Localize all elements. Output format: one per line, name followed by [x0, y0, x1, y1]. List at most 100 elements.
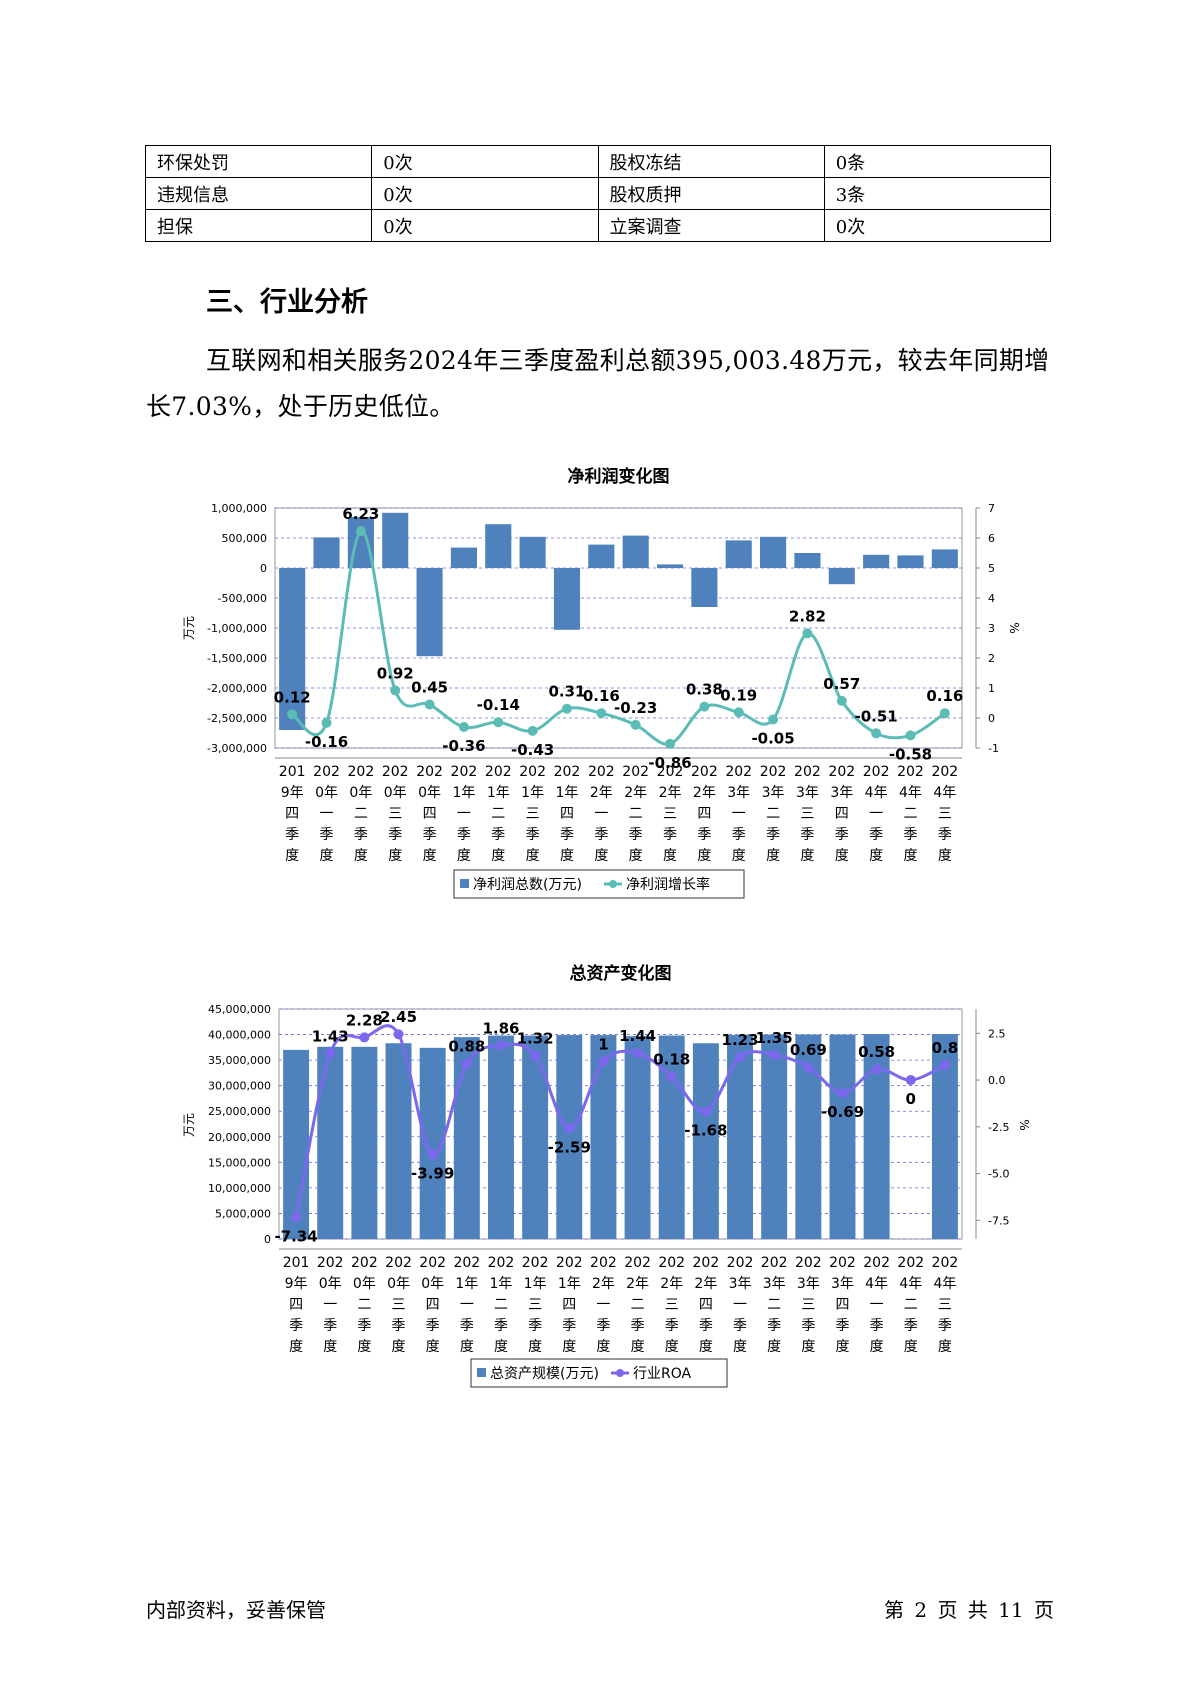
bar — [691, 568, 718, 607]
y-tick-label: 35,000,000 — [208, 1054, 271, 1067]
x-tick-label: 季 — [801, 1318, 815, 1334]
x-tick-label: 度 — [460, 1339, 474, 1355]
x-tick-label: 202 — [897, 764, 924, 780]
x-tick-label: 度 — [766, 848, 780, 864]
x-tick-label: 度 — [801, 1339, 815, 1355]
x-tick-label: 季 — [697, 827, 711, 843]
data-label: 1.35 — [756, 1029, 793, 1047]
data-label: 0.19 — [720, 686, 757, 704]
data-label: -0.23 — [614, 699, 657, 717]
x-tick-label: 一 — [457, 806, 471, 822]
x-tick-label: 度 — [733, 1339, 747, 1355]
x-tick-label: 四 — [562, 1297, 576, 1313]
line-point — [393, 1029, 404, 1040]
x-tick-label: 202 — [622, 764, 649, 780]
x-tick-label: 202 — [727, 1255, 754, 1271]
x-tick-label: 4年 — [899, 1276, 922, 1292]
x-tick-label: 三 — [800, 806, 814, 822]
x-tick-label: 0年 — [384, 785, 407, 801]
x-tick-label: 202 — [519, 764, 546, 780]
legend-bar-label: 净利润总数(万元) — [473, 877, 582, 893]
data-label: -0.69 — [821, 1103, 864, 1121]
x-tick-label: 4年 — [933, 785, 956, 801]
table-cell: 0次 — [371, 209, 599, 242]
bar — [553, 568, 581, 630]
x-tick-label: 度 — [560, 848, 574, 864]
table-row: 环保处罚 0次 股权冻结 0条 — [144, 145, 1052, 178]
bar — [588, 544, 615, 568]
x-tick-label: 202 — [351, 1255, 378, 1271]
x-tick-label: 季 — [560, 827, 574, 843]
x-tick-label: 季 — [594, 827, 608, 843]
x-tick-label: 季 — [494, 1318, 508, 1334]
x-tick-label: 季 — [699, 1318, 713, 1334]
x-tick-label: 度 — [870, 1339, 884, 1355]
line-point — [905, 730, 916, 741]
x-tick-label: 二 — [766, 806, 780, 822]
x-tick-label: 0年 — [319, 1276, 342, 1292]
x-tick-label: 0年 — [418, 785, 441, 801]
line-point — [836, 695, 847, 706]
data-label: 0.12 — [274, 688, 311, 706]
bar — [416, 568, 443, 657]
line-point — [768, 714, 779, 725]
x-tick-label: 季 — [526, 827, 540, 843]
data-label: -2.59 — [548, 1138, 591, 1156]
x-tick-label: 202 — [693, 1255, 720, 1271]
table-cell: 立案调查 — [597, 209, 825, 242]
x-tick-label: 度 — [767, 1339, 781, 1355]
data-label: -0.86 — [648, 754, 691, 772]
data-label: -0.51 — [855, 707, 898, 725]
line-point — [424, 699, 435, 710]
x-tick-label: 3年 — [797, 1276, 820, 1292]
x-tick-label: 四 — [285, 806, 299, 822]
line-point — [355, 526, 366, 537]
x-tick-label: 一 — [460, 1297, 474, 1313]
bar — [485, 524, 512, 568]
line-point — [390, 685, 401, 696]
data-label: 1.23 — [722, 1031, 759, 1049]
x-tick-label: 三 — [663, 806, 677, 822]
y2-axis-label: % — [1007, 622, 1021, 633]
y2-tick-label: 0.0 — [988, 1074, 1006, 1087]
legend-line-label: 行业ROA — [633, 1366, 692, 1382]
legend-line-marker — [616, 1369, 624, 1377]
y2-tick-label: -2.5 — [988, 1121, 1009, 1134]
y-tick-label: -500,000 — [218, 592, 267, 605]
table-cell: 违规信息 — [144, 177, 373, 210]
x-tick-label: 202 — [453, 1255, 480, 1271]
y-tick-label: 30,000,000 — [208, 1080, 271, 1093]
x-tick-label: 1年 — [487, 785, 510, 801]
x-tick-label: 202 — [658, 1255, 685, 1271]
x-tick-label: 9年 — [281, 785, 304, 801]
line-point — [359, 1032, 370, 1043]
x-tick-label: 1年 — [452, 785, 475, 801]
legend-bar-label: 总资产规模(万元) — [490, 1366, 599, 1382]
bar — [761, 1034, 788, 1239]
y-tick-label: 0 — [260, 562, 267, 575]
y-tick-label: 5,000,000 — [215, 1207, 271, 1220]
y-tick-label: -3,000,000 — [207, 742, 267, 755]
table-cell: 3条 — [823, 177, 1052, 210]
line-point — [530, 1050, 541, 1061]
y-tick-label: 10,000,000 — [208, 1182, 271, 1195]
x-tick-label: 季 — [423, 827, 437, 843]
x-tick-label: 季 — [733, 1318, 747, 1334]
bar — [760, 536, 787, 568]
line-point — [493, 717, 504, 728]
y-tick-label: 0 — [264, 1233, 271, 1246]
x-tick-label: 202 — [624, 1255, 651, 1271]
x-tick-label: 3年 — [762, 785, 785, 801]
x-tick-label: 202 — [863, 1255, 890, 1271]
x-tick-label: 0年 — [349, 785, 372, 801]
line-point — [665, 738, 676, 749]
x-tick-label: 季 — [870, 1318, 884, 1334]
bar — [453, 1037, 480, 1239]
x-tick-label: 2年 — [659, 785, 682, 801]
line-point — [735, 1052, 746, 1063]
x-tick-label: 201 — [283, 1255, 310, 1271]
y-tick-label: -2,500,000 — [207, 712, 267, 725]
x-tick-label: 二 — [629, 806, 643, 822]
table-cell: 0次 — [823, 209, 1052, 242]
line-point — [733, 707, 744, 718]
